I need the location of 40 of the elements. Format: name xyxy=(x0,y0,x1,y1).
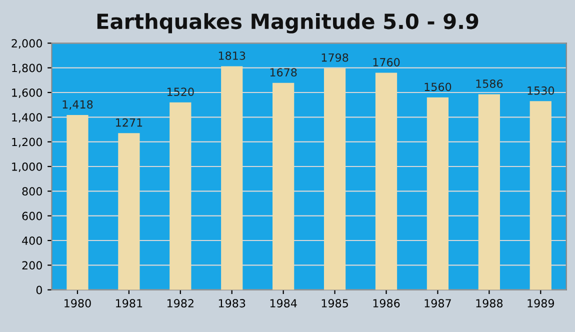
y-tick-label: 400 xyxy=(22,236,42,245)
x-tick-label: 1987 xyxy=(424,299,451,308)
bar xyxy=(221,66,243,290)
y-tick-label: 800 xyxy=(22,187,42,196)
y-tick-label: 2,000 xyxy=(12,39,42,49)
y-tick-label: 1,800 xyxy=(12,64,42,74)
y-tick-label: 600 xyxy=(22,212,42,220)
x-tick-label: 1989 xyxy=(528,299,554,308)
y-tick-label: 0 xyxy=(36,286,42,294)
data-label: 1813 xyxy=(218,52,246,60)
bar xyxy=(170,102,192,290)
data-label: 1798 xyxy=(322,53,348,62)
x-tick-label: 1986 xyxy=(373,299,400,308)
y-tick-label: 1,600 xyxy=(12,88,42,98)
x-tick-label: 1980 xyxy=(64,299,91,308)
data-label: 1586 xyxy=(476,80,503,88)
bar xyxy=(426,97,449,290)
y-tick-label: 1,400 xyxy=(12,113,42,123)
x-tick-label: 1988 xyxy=(476,299,503,308)
x-tick-label: 1983 xyxy=(218,299,246,308)
data-label: 1271 xyxy=(116,118,142,127)
y-tick-label: 200 xyxy=(22,261,42,270)
bar xyxy=(66,114,88,290)
y-tick-label: 1,000 xyxy=(12,162,42,172)
x-tick-label: 1984 xyxy=(270,299,297,308)
bar xyxy=(530,101,552,290)
chart-title: Earthquakes Magnitude 5.0 - 9.9 xyxy=(97,13,478,34)
x-tick-label: 1985 xyxy=(322,299,348,308)
bar xyxy=(324,68,346,290)
data-label: 1,418 xyxy=(62,100,93,110)
y-tick-label: 1,200 xyxy=(12,138,42,148)
x-tick-label: 1982 xyxy=(167,299,194,308)
bar xyxy=(375,72,398,290)
bar xyxy=(118,133,140,290)
bar xyxy=(478,94,500,290)
x-tick-label: 1981 xyxy=(116,299,142,308)
data-label: 1560 xyxy=(424,82,452,92)
data-label: 1678 xyxy=(270,68,297,77)
data-label: 1760 xyxy=(373,58,400,66)
bar xyxy=(272,82,294,290)
